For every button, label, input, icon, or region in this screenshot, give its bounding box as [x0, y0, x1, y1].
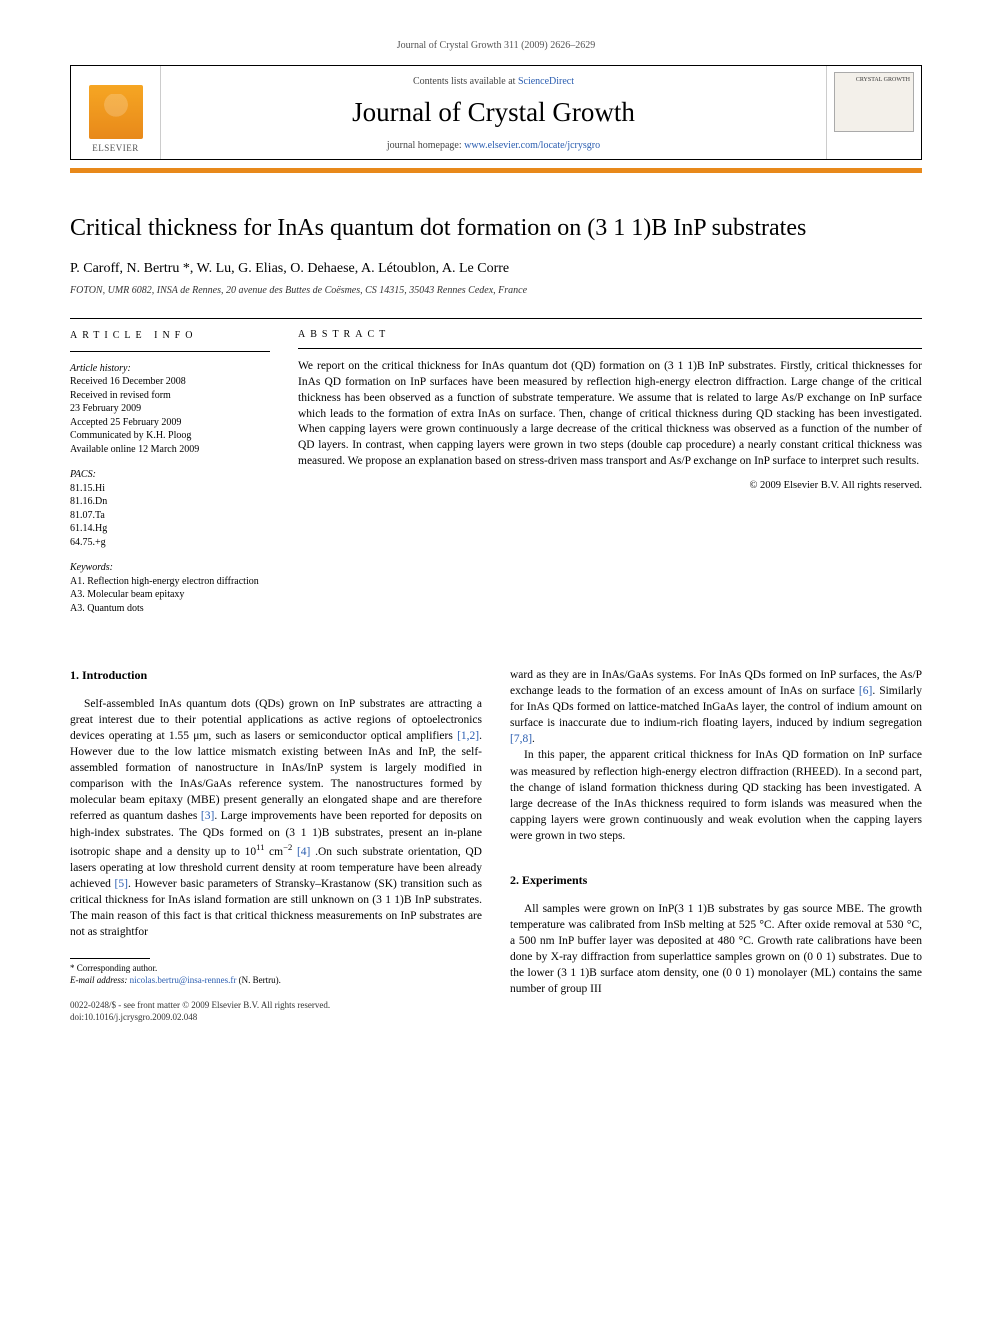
pacs-item: 81.16.Dn — [70, 495, 270, 509]
history-item: Available online 12 March 2009 — [70, 443, 270, 457]
cover-thumb-text: CRYSTAL GROWTH — [856, 77, 910, 83]
article-title: Critical thickness for InAs quantum dot … — [70, 213, 922, 243]
corr-author-label: * Corresponding author. — [70, 963, 482, 975]
footnote-rule — [70, 958, 150, 959]
body-column-left: 1. Introduction Self-assembled InAs quan… — [70, 667, 482, 1024]
citation-link[interactable]: [4] — [297, 845, 310, 857]
publisher-cell: ELSEVIER — [71, 66, 161, 159]
keyword-item: A3. Molecular beam epitaxy — [70, 588, 270, 602]
intro-paragraph: Self-assembled InAs quantum dots (QDs) g… — [70, 696, 482, 940]
email-line: E-mail address: nicolas.bertru@insa-renn… — [70, 975, 482, 987]
section-heading-introduction: 1. Introduction — [70, 667, 482, 684]
history-label: Article history: — [70, 363, 131, 374]
keyword-item: A3. Quantum dots — [70, 602, 270, 616]
history-item: Received 16 December 2008 — [70, 375, 270, 389]
keywords-label: Keywords: — [70, 562, 113, 573]
email-suffix: (N. Bertru). — [236, 975, 281, 985]
journal-cover-thumbnail: CRYSTAL GROWTH — [834, 72, 914, 132]
journal-header-box: ELSEVIER Contents lists available at Sci… — [70, 65, 922, 160]
running-head-citation: Journal of Crystal Growth 311 (2009) 262… — [70, 40, 922, 51]
citation-link[interactable]: [7,8] — [510, 733, 532, 745]
journal-homepage-link[interactable]: www.elsevier.com/locate/jcrysgro — [464, 140, 600, 151]
page: Journal of Crystal Growth 311 (2009) 262… — [0, 0, 992, 1064]
abstract-heading: ABSTRACT — [298, 319, 922, 349]
body-two-column: 1. Introduction Self-assembled InAs quan… — [70, 667, 922, 1024]
article-info-heading: ARTICLE INFO — [70, 319, 270, 352]
intro-paragraph-continued: ward as they are in InAs/GaAs systems. F… — [510, 667, 922, 747]
article-history-block: Article history: Received 16 December 20… — [70, 362, 270, 457]
history-item: Communicated by K.H. Ploog — [70, 429, 270, 443]
history-item: Received in revised form — [70, 389, 270, 403]
citation-link[interactable]: [1,2] — [457, 730, 479, 742]
abstract-column: ABSTRACT We report on the critical thick… — [298, 319, 922, 627]
keywords-block: Keywords: A1. Reflection high-energy ele… — [70, 561, 270, 615]
contents-available-line: Contents lists available at ScienceDirec… — [169, 76, 818, 87]
affiliation: FOTON, UMR 6082, INSA de Rennes, 20 aven… — [70, 285, 922, 296]
elsevier-tree-icon — [89, 85, 143, 139]
pacs-item: 81.15.Hi — [70, 482, 270, 496]
homepage-prefix: journal homepage: — [387, 140, 464, 151]
author-list: P. Caroff, N. Bertru *, W. Lu, G. Elias,… — [70, 261, 922, 277]
history-item: 23 February 2009 — [70, 402, 270, 416]
author-email-link[interactable]: nicolas.bertru@insa-rennes.fr — [130, 975, 237, 985]
header-center: Contents lists available at ScienceDirec… — [161, 66, 826, 159]
accent-rule — [70, 168, 922, 173]
journal-name: Journal of Crystal Growth — [169, 97, 818, 128]
pacs-label: PACS: — [70, 469, 96, 480]
history-item: Accepted 25 February 2009 — [70, 416, 270, 430]
keyword-item: A1. Reflection high-energy electron diff… — [70, 575, 270, 589]
corresponding-author-footnote: * Corresponding author. E-mail address: … — [70, 963, 482, 986]
journal-homepage-line: journal homepage: www.elsevier.com/locat… — [169, 140, 818, 151]
pacs-item: 64.75.+g — [70, 536, 270, 550]
publisher-label: ELSEVIER — [92, 143, 139, 153]
citation-link[interactable]: [5] — [115, 878, 128, 890]
front-matter-line: 0022-0248/$ - see front matter © 2009 El… — [70, 1000, 482, 1012]
cover-thumb-cell: CRYSTAL GROWTH — [826, 66, 921, 159]
article-info-column: ARTICLE INFO Article history: Received 1… — [70, 319, 270, 627]
sciencedirect-link[interactable]: ScienceDirect — [518, 76, 574, 87]
body-column-right: ward as they are in InAs/GaAs systems. F… — [510, 667, 922, 1024]
pacs-item: 81.07.Ta — [70, 509, 270, 523]
citation-link[interactable]: [3] — [201, 810, 214, 822]
pacs-item: 61.14.Hg — [70, 522, 270, 536]
citation-link[interactable]: [6] — [859, 685, 872, 697]
pacs-block: PACS: 81.15.Hi 81.16.Dn 81.07.Ta 61.14.H… — [70, 468, 270, 549]
front-matter-meta: 0022-0248/$ - see front matter © 2009 El… — [70, 1000, 482, 1023]
info-abstract-row: ARTICLE INFO Article history: Received 1… — [70, 319, 922, 627]
doi-line: doi:10.1016/j.jcrysgro.2009.02.048 — [70, 1012, 482, 1024]
contents-prefix: Contents lists available at — [413, 76, 518, 87]
section-heading-experiments: 2. Experiments — [510, 872, 922, 889]
intro-paragraph-2: In this paper, the apparent critical thi… — [510, 747, 922, 844]
abstract-text: We report on the critical thickness for … — [298, 359, 922, 470]
email-label: E-mail address: — [70, 975, 130, 985]
experiments-paragraph: All samples were grown on InP(3 1 1)B su… — [510, 901, 922, 998]
abstract-copyright: © 2009 Elsevier B.V. All rights reserved… — [298, 480, 922, 491]
